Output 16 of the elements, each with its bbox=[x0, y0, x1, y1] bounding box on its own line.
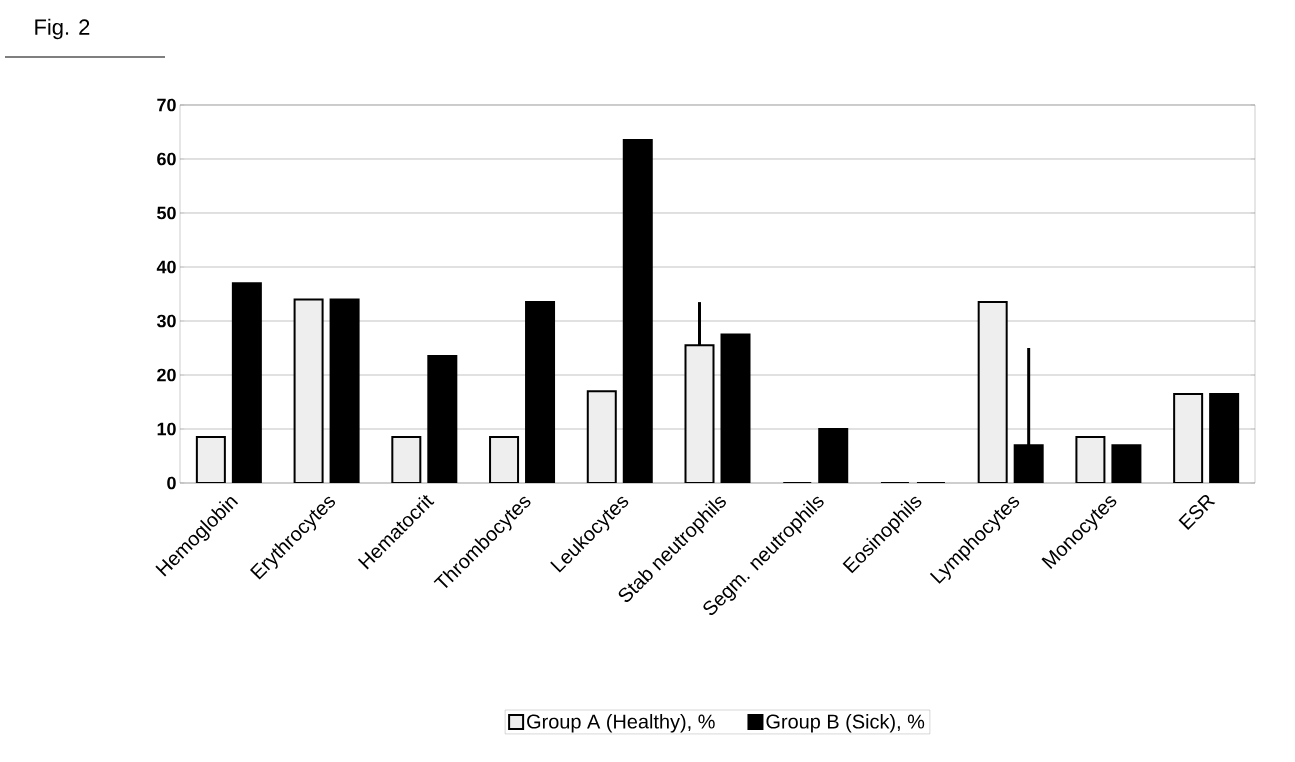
legend-label: Group A (Healthy), % bbox=[527, 713, 715, 733]
y-tick-label: 30 bbox=[156, 314, 176, 328]
bar bbox=[587, 391, 616, 483]
bar bbox=[294, 299, 323, 483]
y-tick-label: 60 bbox=[157, 152, 176, 166]
bar bbox=[1173, 392, 1204, 483]
y-tick-label: 40 bbox=[156, 260, 176, 274]
y-tick-label: 50 bbox=[157, 206, 176, 220]
y-tick-label: 10 bbox=[157, 422, 176, 436]
y-tick-label: 0 bbox=[167, 476, 176, 490]
y-tick-label: 70 bbox=[157, 98, 176, 112]
y-tick-label: 20 bbox=[157, 368, 176, 382]
chart-title: Fig. 2 bbox=[35, 18, 90, 40]
legend-label: Group B (Sick), % bbox=[766, 713, 925, 733]
bar bbox=[978, 302, 1007, 483]
bar bbox=[685, 345, 714, 483]
